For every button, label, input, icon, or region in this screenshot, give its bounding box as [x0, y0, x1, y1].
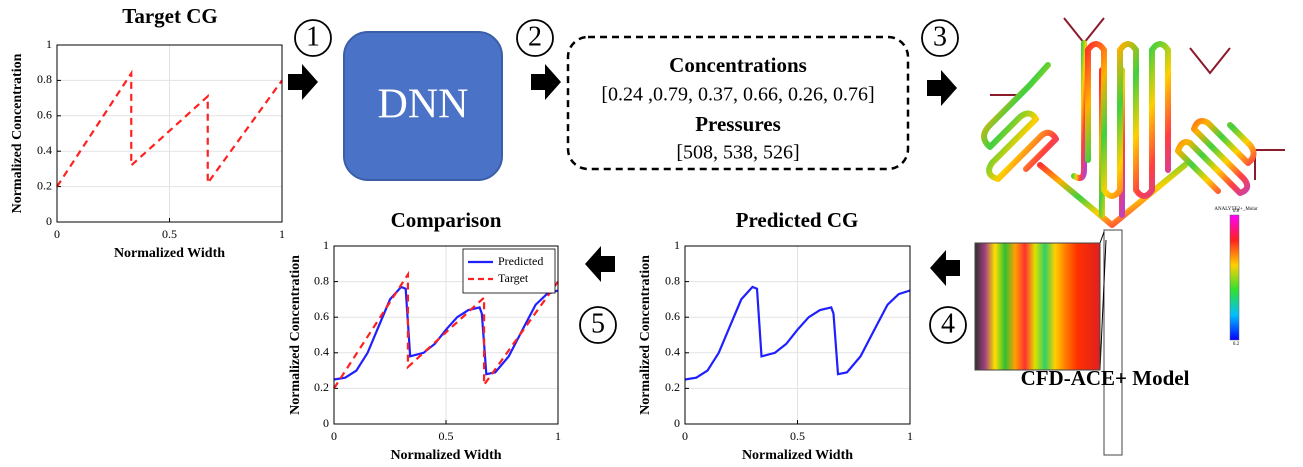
y-tick-label: 0.8: [314, 273, 329, 287]
y-tick-label: 1: [674, 238, 680, 252]
y-axis-label: Normalized Concentration: [638, 255, 653, 415]
x-tick-label: 1: [907, 429, 913, 443]
chart: 0 0.2 0.4 0.6 0.8 1 0 0.5 1 Target CG Normalized W…: [10, 4, 285, 261]
y-tick-label: 0.2: [665, 380, 680, 394]
step-number: 1: [306, 21, 320, 52]
colorbar-tick-label: 0.2: [1233, 342, 1240, 347]
legend-label: Predicted: [498, 254, 543, 268]
step-number: 3: [933, 21, 947, 52]
step-number: 4: [941, 308, 955, 339]
y-tick-label: 0: [674, 416, 680, 430]
y-axis-label: Normalized Concentration: [10, 53, 25, 213]
concentrations-values: [0.24 ,0.79, 0.37, 0.66, 0.26, 0.76]: [601, 84, 874, 106]
x-axis-label: Normalized Width: [742, 448, 853, 463]
arrow: [531, 64, 561, 100]
arrow: [930, 250, 960, 286]
chart: 0 0.2 0.4 0.6 0.8 1 0 0.5 1 Predicted CG Normalize…: [638, 208, 913, 463]
x-tick-label: 0: [682, 429, 688, 443]
step-number: 2: [528, 21, 542, 52]
concentrations-title: Concentrations: [669, 53, 807, 77]
y-tick-label: 0.6: [665, 309, 680, 323]
x-tick-label: 0: [54, 227, 60, 241]
y-tick-label: 1: [323, 238, 329, 252]
step-number: 5: [591, 308, 605, 339]
colorbar: [1230, 215, 1239, 340]
pressures-title: Pressures: [695, 112, 781, 136]
y-axis-label: Normalized Concentration: [288, 255, 303, 415]
y-tick-label: 0.4: [665, 345, 680, 359]
cfd-label: CFD-ACE+ Model: [1021, 366, 1190, 390]
arrow: [288, 64, 318, 100]
y-tick-label: 1: [46, 37, 52, 51]
cfd-inset: [975, 243, 1100, 370]
y-tick-label: 0.4: [314, 345, 329, 359]
y-tick-label: 0.8: [665, 273, 680, 287]
colorbar-tick-label: 0.8: [1233, 209, 1240, 214]
y-tick-label: 0.4: [37, 143, 52, 157]
y-tick-label: 0: [46, 214, 52, 228]
y-tick-label: 0.2: [314, 380, 329, 394]
y-tick-label: 0.6: [314, 309, 329, 323]
figure: DNN Concentrations [0.24 ,0.79, 0.37, 0.…: [0, 0, 1303, 467]
y-tick-label: 0: [323, 416, 329, 430]
x-axis-label: Normalized Width: [390, 448, 501, 463]
legend-label: Target: [498, 271, 529, 285]
x-tick-label: 1: [555, 429, 561, 443]
chart-title: Target CG: [122, 4, 217, 28]
x-tick-label: 0.5: [162, 227, 177, 241]
x-tick-label: 1: [279, 227, 285, 241]
arrow: [927, 70, 957, 106]
arrow: [585, 246, 615, 282]
pressures-values: [508, 538, 526]: [676, 142, 799, 164]
x-tick-label: 0.5: [790, 429, 805, 443]
y-tick-label: 0.6: [37, 108, 52, 122]
x-tick-label: 0: [331, 429, 337, 443]
y-tick-label: 0.8: [37, 72, 52, 86]
page: DNN Concentrations [0.24 ,0.79, 0.37, 0.…: [0, 0, 1303, 467]
chart-title: Comparison: [391, 208, 502, 232]
chart: 0 0.2 0.4 0.6 0.8 1 0 0.5 1 Comparison Normalized …: [288, 208, 561, 463]
chart-title: Predicted CG: [736, 208, 859, 232]
x-axis-label: Normalized Width: [114, 246, 225, 261]
dnn-label: DNN: [378, 82, 469, 128]
x-tick-label: 0.5: [439, 429, 454, 443]
y-tick-label: 0.2: [37, 178, 52, 192]
